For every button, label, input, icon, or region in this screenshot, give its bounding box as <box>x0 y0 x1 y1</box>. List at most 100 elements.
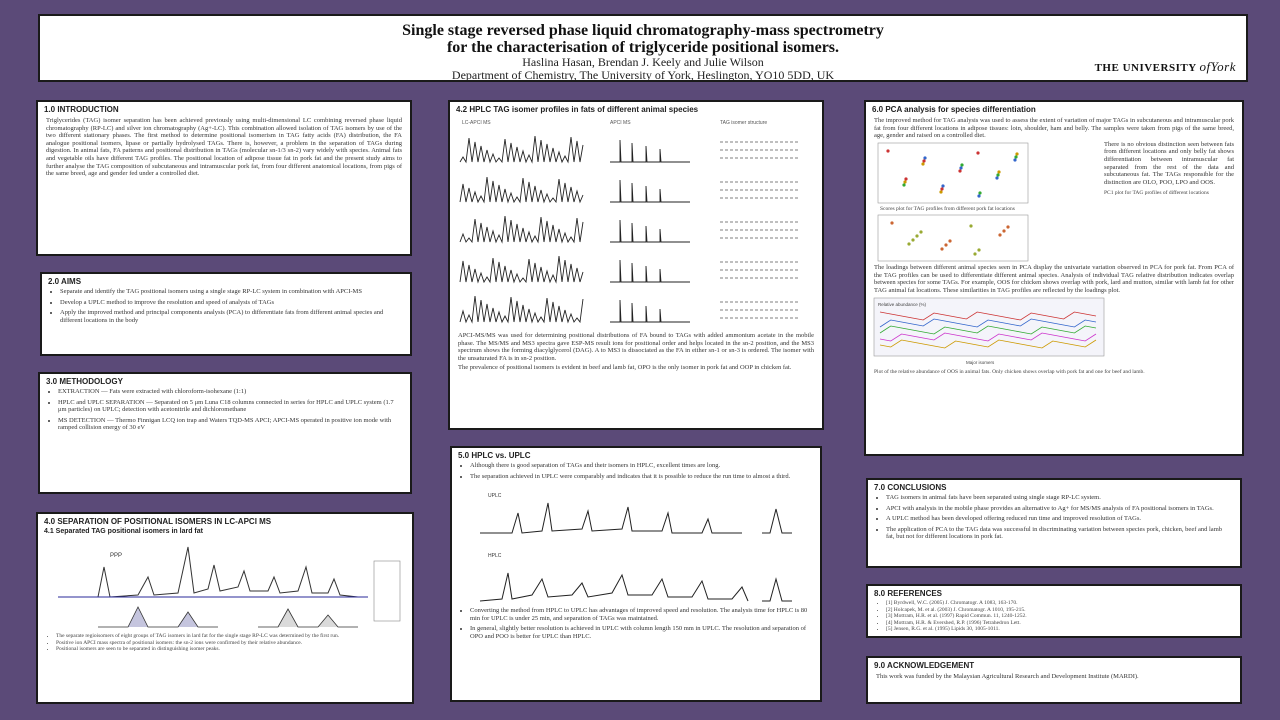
conclusions-list: TAG isomers in animal fats have been sep… <box>868 494 1240 541</box>
hplc-profiles-text: APCI-MS/MS was used for determining posi… <box>458 332 814 362</box>
scores-point <box>903 180 907 184</box>
species-lc-trace <box>459 135 584 164</box>
aims-item: Separate and identify the TAG positional… <box>60 288 402 296</box>
abundance-series-line <box>879 318 1097 328</box>
methodology-panel: 3.0 METHODOLOGY EXTRACTION — Fats were e… <box>38 372 412 494</box>
pca-side-text: There is no obvious distinction seen bet… <box>1104 140 1234 186</box>
uplc-heading: 5.0 HPLC vs. UPLC <box>458 451 531 460</box>
pc1-point <box>948 239 952 243</box>
abundance-series-line <box>879 332 1097 342</box>
conclusions-item: APCI with analysis in the mobile phase p… <box>886 505 1232 513</box>
separation-heading: 4.0 SEPARATION OF POSITIONAL ISOMERS IN … <box>44 517 272 526</box>
pc1-point <box>890 221 894 225</box>
title-panel: Single stage reversed phase liquid chrom… <box>38 14 1248 82</box>
pc1-point <box>1006 225 1010 229</box>
scores-point <box>958 169 962 173</box>
species-lc-trace <box>459 176 584 204</box>
methodology-item: HPLC and UPLC SEPARATION — Separated on … <box>58 399 402 414</box>
ppp-label: PPP <box>110 553 122 559</box>
pc1-caption: PC1 plot for TAG profiles of different l… <box>1104 190 1209 197</box>
uplc-hplc-chromatograms: UPLC HPLC <box>479 493 792 602</box>
abundance-ylabel: Relative abundance (%) <box>878 302 927 307</box>
scores-point <box>976 151 980 155</box>
pca-text: The improved method for TAG analysis was… <box>874 117 1234 140</box>
scores-point <box>886 149 890 153</box>
uplc-list-after: Converting the method from HPLC to UPLC … <box>452 607 820 640</box>
abundance-series-line <box>879 311 1097 321</box>
lard-trace <box>58 546 359 598</box>
aims-item: Apply the improved method and principal … <box>60 309 402 324</box>
uplc-trace <box>480 503 742 534</box>
pca-panel: 6.0 PCA analysis for species differentia… <box>864 100 1244 456</box>
scores-point <box>939 190 943 194</box>
separation-panel: 4.0 SEPARATION OF POSITIONAL ISOMERS IN … <box>36 512 414 704</box>
scores-point <box>977 194 981 198</box>
scores-caption: Scores plot for TAG profiles from differ… <box>880 205 1015 212</box>
species-lc-trace <box>459 295 584 324</box>
uplc-panel: 5.0 HPLC vs. UPLC Although there is good… <box>450 446 822 702</box>
scores-point <box>941 184 945 188</box>
scores-point <box>1015 152 1019 156</box>
scores-plot-frame <box>877 142 1029 204</box>
scores-point <box>940 187 944 191</box>
logo-york-text: York <box>1210 59 1236 74</box>
abundance-xlabel: Major isomers <box>966 360 995 365</box>
scores-point <box>922 159 926 163</box>
references-panel: 8.0 REFERENCES [1] Byrdwell, W.C. (2005)… <box>866 584 1242 638</box>
uplc-inset-trace <box>762 509 792 534</box>
abundance-series-line <box>879 325 1097 335</box>
reference-item: [5] Jensen, R.G. et al. (1995) Lipids 30… <box>886 626 1232 633</box>
poster-title-line2: for the characterisation of triglyceride… <box>446 39 840 56</box>
separation-caption: The separate regioisomers of eight group… <box>56 633 404 640</box>
aims-panel: 2.0 AIMS Separate and identify the TAG p… <box>40 272 412 356</box>
methodology-heading: 3.0 METHODOLOGY <box>46 377 123 386</box>
legend-box <box>373 560 401 622</box>
species-ms-trace <box>610 219 690 243</box>
acknowledgement-panel: 9.0 ACKNOWLEDGEMENT This work was funded… <box>866 656 1242 704</box>
species-lc-trace <box>459 255 584 284</box>
species-rows <box>459 135 800 324</box>
scores-point <box>921 162 925 166</box>
pc1-point <box>1002 229 1006 233</box>
logo-of-text: of <box>1199 59 1211 74</box>
inset-trace-left <box>98 606 218 628</box>
relative-abundance-chart: Relative abundance (%) Major isomers <box>873 297 1105 365</box>
scores-point <box>995 176 999 180</box>
separation-caption: Positive ion APCI mass spectra of positi… <box>56 640 404 647</box>
scores-point <box>978 191 982 195</box>
logo-main-text: THE UNIVERSITY <box>1094 62 1197 74</box>
scores-point <box>959 166 963 170</box>
uplc-item: Although there is good separation of TAG… <box>470 462 812 470</box>
acknowledgement-heading: 9.0 ACKNOWLEDGEMENT <box>874 661 975 670</box>
hplc-trace <box>479 573 749 602</box>
pc1-points <box>890 221 1010 256</box>
col-label-structure: TAG isomer structure <box>720 120 767 126</box>
poster-title-line1: Single stage reversed phase liquid chrom… <box>402 22 884 39</box>
separation-subheading: 4.1 Separated TAG positional isomers in … <box>44 528 203 535</box>
scores-plot <box>877 142 1029 204</box>
pc1-point <box>977 248 981 252</box>
lard-chromatogram-figure: PPP <box>58 546 401 628</box>
hplc-profiles-heading: 4.2 HPLC TAG isomer profiles in fats of … <box>456 105 699 114</box>
pc1-point <box>911 238 915 242</box>
species-ms-trace <box>610 139 690 163</box>
species-profiles-figure: LC-APCI MS APCI MS TAG isomer structure <box>459 120 800 324</box>
affiliation: Department of Chemistry, The University … <box>451 68 835 82</box>
col-label-apcims: APCI MS <box>610 120 631 126</box>
introduction-text: Triglycerides (TAG) isomer separation ha… <box>46 117 402 178</box>
separation-captions: The separate regioisomers of eight group… <box>38 633 412 653</box>
authors: Haslina Hasan, Brendan J. Keely and Juli… <box>522 55 764 69</box>
pc1-point <box>998 233 1002 237</box>
uplc-item: In general, slightly better resolution i… <box>470 625 812 640</box>
inset-trace-right <box>258 608 358 628</box>
species-lc-trace <box>459 215 584 244</box>
acknowledgement-text: This work was funded by the Malaysian Ag… <box>876 673 1139 680</box>
pca-figure-row: Scores plot for TAG profiles from differ… <box>866 141 1242 264</box>
uplc-item: Converting the method from HPLC to UPLC … <box>470 607 812 622</box>
pc1-plot-frame <box>877 214 1029 262</box>
pca-heading: 6.0 PCA analysis for species differentia… <box>872 105 1036 114</box>
uplc-label: UPLC <box>488 493 502 499</box>
hplc-profiles-text2: The prevalence of positional isomers is … <box>458 364 792 372</box>
university-logo: THE UNIVERSITY ofYork <box>1095 59 1236 75</box>
pc1-point <box>969 224 973 228</box>
